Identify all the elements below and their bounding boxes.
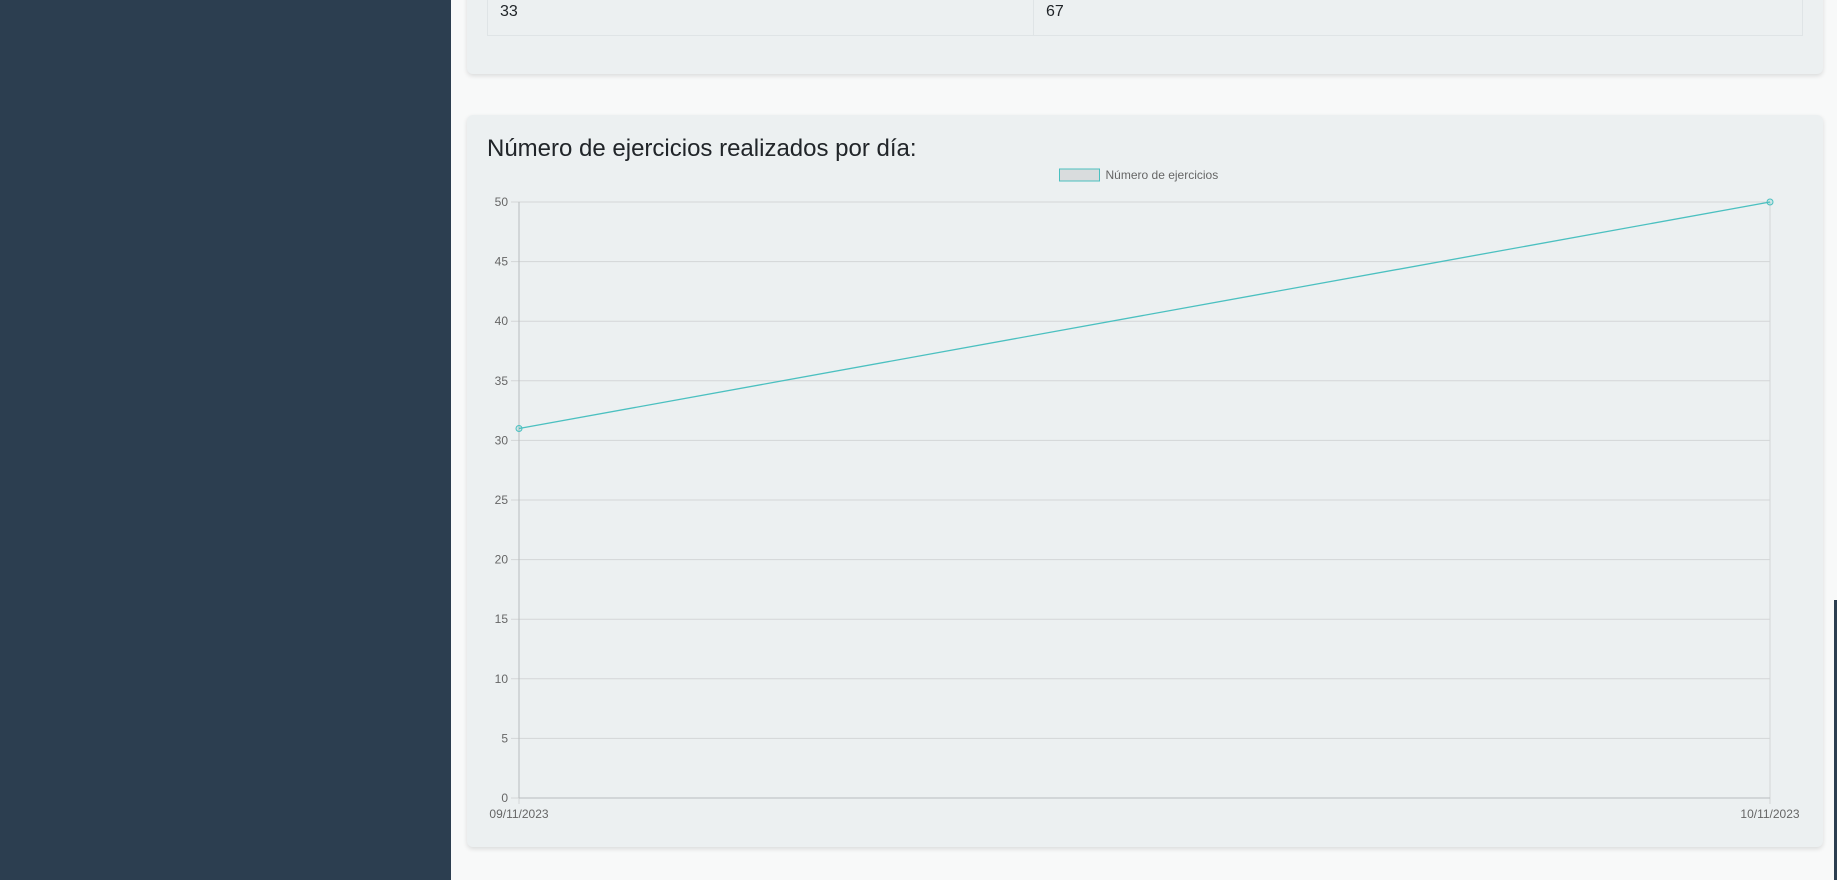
stats-table-card: 33 67	[467, 0, 1823, 74]
y-tick-label: 20	[495, 553, 509, 567]
x-tick-label: 10/11/2023	[1740, 807, 1799, 821]
sidebar	[0, 0, 451, 880]
y-tick-label: 40	[495, 314, 509, 328]
y-tick-label: 0	[501, 791, 508, 805]
y-tick-label: 45	[495, 255, 509, 269]
table-cell: 67	[1033, 0, 1803, 36]
x-tick-label: 09/11/2023	[489, 807, 548, 821]
y-tick-label: 5	[501, 731, 508, 745]
main-content: 33 67 Número de ejercicios realizados po…	[451, 0, 1837, 880]
y-tick-label: 50	[495, 195, 509, 209]
chart-card: Número de ejercicios realizados por día:…	[467, 115, 1823, 847]
data-point	[515, 424, 523, 432]
y-tick-label: 25	[495, 493, 509, 507]
data-point	[1766, 198, 1774, 206]
legend-label: Número de ejercicios	[1106, 168, 1219, 182]
y-tick-label: 10	[495, 672, 509, 686]
y-tick-label: 35	[495, 374, 509, 388]
chart-title: Número de ejercicios realizados por día:	[487, 135, 917, 162]
y-tick-label: 30	[495, 433, 509, 447]
stats-table: 33 67	[487, 0, 1803, 36]
y-tick-label: 15	[495, 612, 509, 626]
table-row: 33 67	[487, 0, 1803, 36]
table-cell: 33	[487, 0, 1034, 36]
scrollbar[interactable]	[1834, 600, 1837, 880]
line-chart: 0 5 10 15 20 25 30 35 40 45 50 09/11/2023 10/11/2023…	[489, 168, 1799, 821]
series-line	[518, 201, 1771, 430]
legend-swatch	[1059, 168, 1100, 182]
